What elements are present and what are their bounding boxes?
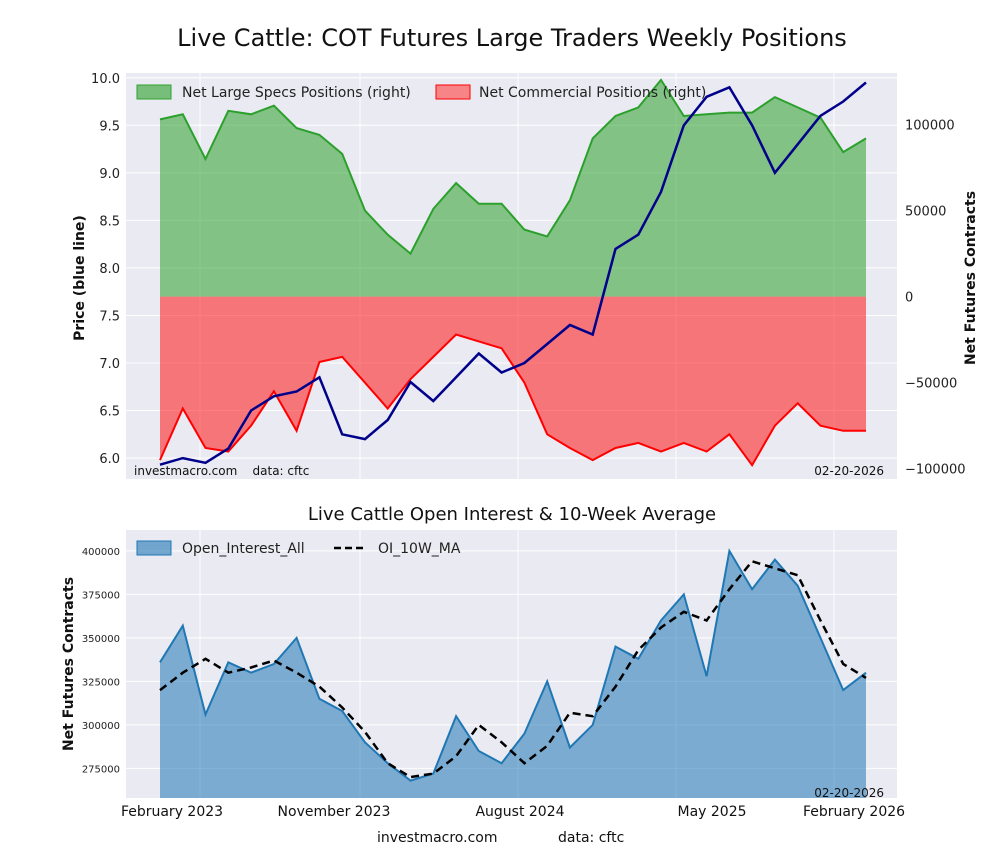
oi-10w-ma-line bbox=[159, 559, 867, 779]
top-right-tick-label: 0 bbox=[905, 291, 913, 306]
specs-area bbox=[160, 79, 866, 297]
specs-line bbox=[159, 78, 867, 256]
legend-swatch-oi bbox=[136, 540, 172, 556]
bottom-x-tick-label: November 2023 bbox=[278, 804, 391, 820]
legend-swatch-specs bbox=[136, 84, 172, 100]
legend-swatch-commercial bbox=[435, 84, 471, 100]
top-left-tick-label: 7.5 bbox=[99, 309, 120, 324]
bottom-chart-title: Live Cattle Open Interest & 10-Week Aver… bbox=[308, 504, 716, 525]
top-date-label: 02-20-2026 bbox=[814, 464, 884, 478]
top-right-axis: 100000 50000 0 −50000 −100000 bbox=[905, 119, 966, 478]
top-left-tick-label: 6.0 bbox=[99, 452, 120, 467]
top-legend: Net Large Specs Positions (right) Net Co… bbox=[136, 84, 706, 101]
bottom-left-tick-label: 325000 bbox=[82, 677, 120, 688]
top-left-ylabel: Price (blue line) bbox=[72, 215, 88, 341]
top-right-tick-label: −50000 bbox=[905, 377, 957, 392]
top-right-tick-label: 50000 bbox=[905, 205, 946, 220]
top-right-ylabel: Net Futures Contracts bbox=[963, 191, 979, 365]
top-left-tick-label: 9.5 bbox=[99, 119, 120, 134]
top-left-tick-label: 10.0 bbox=[91, 72, 120, 87]
bottom-x-tick-label: August 2024 bbox=[475, 804, 564, 820]
top-right-tick-label: 100000 bbox=[905, 119, 955, 134]
open-interest-area bbox=[160, 550, 866, 798]
bottom-left-tick-label: 275000 bbox=[82, 764, 120, 775]
bottom-left-tick-label: 350000 bbox=[82, 634, 120, 645]
bottom-ylabel: Net Futures Contracts bbox=[61, 577, 77, 751]
bottom-date-label: 02-20-2026 bbox=[814, 786, 884, 800]
top-left-axis: 10.0 9.5 9.0 8.5 8.0 7.5 7.0 6.5 6.0 bbox=[91, 72, 120, 467]
bottom-legend: Open_Interest_All OI_10W_MA bbox=[136, 540, 461, 557]
top-left-tick-label: 8.0 bbox=[99, 262, 120, 277]
commercial-area bbox=[160, 296, 866, 466]
top-areas bbox=[159, 78, 867, 468]
bottom-x-tick-label: May 2025 bbox=[677, 804, 746, 820]
footer-source: data: cftc bbox=[558, 830, 624, 846]
bottom-x-tick-label: February 2026 bbox=[803, 804, 905, 820]
bottom-left-tick-label: 300000 bbox=[82, 721, 120, 732]
open-interest-line bbox=[159, 548, 867, 782]
bottom-left-tick-label: 400000 bbox=[82, 547, 120, 558]
top-watermark: investmacro.com data: cftc bbox=[134, 464, 309, 478]
legend-label-commercial: Net Commercial Positions (right) bbox=[479, 85, 706, 101]
price-line bbox=[159, 81, 867, 466]
top-right-tick-label: −100000 bbox=[905, 463, 966, 478]
legend-label-specs: Net Large Specs Positions (right) bbox=[182, 85, 411, 101]
legend-label-oi: Open_Interest_All bbox=[182, 541, 305, 557]
bottom-left-tick-label: 375000 bbox=[82, 590, 120, 601]
top-left-tick-label: 7.0 bbox=[99, 357, 120, 372]
bottom-x-tick-label: February 2023 bbox=[121, 804, 223, 820]
bottom-x-axis: February 2023 November 2023 August 2024 May… bbox=[121, 804, 905, 820]
bottom-areas bbox=[159, 548, 867, 798]
legend-label-ma: OI_10W_MA bbox=[378, 541, 461, 557]
top-lines bbox=[159, 81, 867, 466]
top-chart-title: Live Cattle: COT Futures Large Traders W… bbox=[177, 24, 847, 52]
commercial-line bbox=[159, 333, 866, 468]
footer-site: investmacro.com bbox=[377, 830, 497, 846]
top-left-tick-label: 8.5 bbox=[99, 214, 120, 229]
bottom-left-axis: 400000 375000 350000 325000 300000 275000 bbox=[82, 547, 120, 776]
top-left-tick-label: 9.0 bbox=[99, 167, 120, 182]
top-left-tick-label: 6.5 bbox=[99, 405, 120, 420]
